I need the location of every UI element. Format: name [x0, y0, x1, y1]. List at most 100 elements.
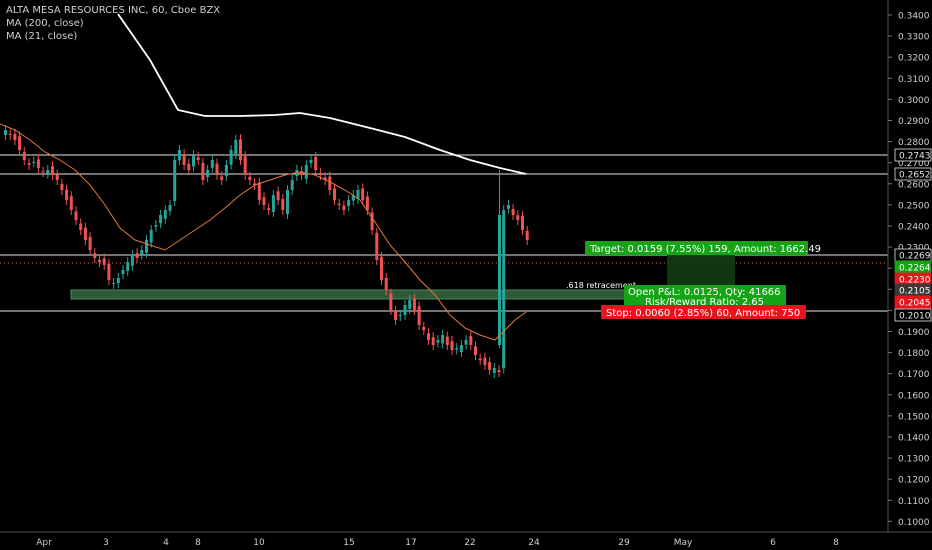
- candle-body: [135, 253, 139, 258]
- candle-body: [403, 305, 407, 315]
- price-tick-label: 0.1700: [898, 370, 930, 380]
- stop-label[interactable]: Stop: 0.0060 (2.85%) 60, Amount: 750: [601, 305, 806, 319]
- price-tick-label: 0.1400: [898, 434, 930, 444]
- candle-body: [318, 172, 322, 175]
- candle-body: [502, 210, 506, 369]
- candle-body: [220, 176, 224, 180]
- candle-body: [384, 277, 388, 290]
- stop-label-text: Stop: 0.0060 (2.85%) 60, Amount: 750: [606, 308, 800, 319]
- candle-body: [361, 188, 365, 200]
- time-axis[interactable]: Apr 3 4 8 10 15 17 22 24 29 May 6 8: [36, 538, 839, 548]
- target-label[interactable]: Target: 0.0159 (7.55%) 159, Amount: 1662…: [585, 241, 821, 255]
- retracement-label: .618 retracement: [566, 281, 636, 290]
- candle-body: [483, 357, 487, 365]
- candle-body: [4, 130, 7, 135]
- retracement-zone[interactable]: [70, 289, 632, 300]
- price-tick-label: 0.2600: [898, 180, 930, 190]
- price-tag: 0.2105: [894, 283, 932, 297]
- candle-body: [464, 340, 468, 345]
- candle-body: [337, 203, 341, 205]
- price-tag-label: 0.2652: [899, 171, 931, 181]
- candle-body: [215, 163, 219, 175]
- price-tag: 0.2230: [894, 272, 932, 286]
- candle-body: [276, 191, 280, 200]
- date-tick-label: 6: [770, 538, 776, 548]
- date-tick-label: 10: [253, 538, 265, 548]
- candle-body: [356, 190, 360, 199]
- candle-body: [149, 230, 153, 243]
- candle-body: [121, 270, 125, 275]
- candle-body: [13, 133, 17, 140]
- candle-body: [159, 215, 163, 224]
- price-tick-label: 0.1500: [898, 412, 930, 422]
- price-tick-label: 0.1800: [898, 349, 930, 359]
- candle-body: [257, 182, 261, 200]
- symbol-title[interactable]: ALTA MESA RESOURCES INC, 60, Cboe BZX: [6, 5, 221, 16]
- candle-body: [126, 262, 130, 271]
- candle-body: [98, 260, 101, 262]
- candle-body: [422, 326, 426, 330]
- candle-body: [314, 156, 318, 170]
- candle-body: [441, 335, 445, 344]
- candle-body: [253, 183, 257, 185]
- candle-body: [112, 283, 116, 284]
- candle-body: [521, 216, 524, 230]
- candle-body: [488, 362, 492, 370]
- candle-body: [412, 299, 416, 310]
- candle-body: [380, 256, 383, 280]
- price-tag: 0.2010: [894, 308, 932, 322]
- candle-body: [271, 195, 275, 212]
- price-tag: 0.2652: [894, 167, 932, 181]
- candle-body: [27, 163, 31, 165]
- candle-body: [389, 293, 393, 310]
- candle-body: [187, 163, 191, 170]
- candle-body: [168, 205, 172, 211]
- candle-body: [304, 165, 308, 179]
- candle-body: [248, 176, 252, 180]
- candle-body: [516, 215, 520, 220]
- price-tag-label: 0.2010: [899, 312, 931, 322]
- candle-body: [229, 150, 233, 165]
- date-tick-label: 8: [195, 538, 201, 548]
- price-tag-label: 0.2230: [899, 276, 931, 286]
- candle-body: [333, 188, 336, 200]
- candle-body: [55, 174, 59, 180]
- date-tick-label: 24: [528, 538, 540, 548]
- target-label-text: Target: 0.0159 (7.55%) 159, Amount: 1662…: [589, 244, 821, 255]
- candle-body: [116, 278, 120, 284]
- candle-body: [41, 171, 45, 173]
- date-tick-label: 15: [343, 538, 354, 548]
- candle-body: [192, 155, 195, 167]
- date-tick-label: 22: [464, 538, 475, 548]
- candle-body: [408, 300, 412, 309]
- candle-body: [455, 348, 459, 350]
- price-tick-label: 0.1200: [898, 476, 930, 486]
- candle-body: [243, 156, 247, 175]
- candle-body: [417, 306, 421, 325]
- price-tick-label: 0.1600: [898, 391, 930, 401]
- price-tag-label: 0.2105: [899, 287, 931, 297]
- ma-21-legend[interactable]: MA (21, close): [6, 31, 78, 42]
- candle-body: [88, 237, 92, 250]
- price-tick-label: 0.1100: [898, 497, 930, 507]
- candle-body: [60, 183, 64, 190]
- candle-body: [474, 346, 477, 355]
- candle-body: [18, 136, 22, 150]
- candle-body: [79, 223, 83, 230]
- candle-body: [206, 170, 210, 178]
- candle-body: [239, 139, 242, 160]
- price-tick-label: 0.3100: [898, 75, 930, 85]
- price-tick-label: 0.2800: [898, 138, 930, 148]
- open-pnl-label[interactable]: Open P&L: 0.0125, Qty: 41666 Risk/Reward…: [624, 285, 786, 308]
- date-tick-label: 17: [405, 538, 416, 548]
- candle-body: [347, 200, 351, 207]
- candle-body: [36, 159, 40, 168]
- date-tick-label: 3: [103, 538, 109, 548]
- candle-body: [506, 205, 510, 209]
- candle-body: [65, 189, 69, 200]
- price-tick-label: 0.1300: [898, 455, 930, 465]
- ma-200-legend[interactable]: MA (200, close): [6, 18, 84, 29]
- price-tag: 0.2743: [894, 148, 932, 162]
